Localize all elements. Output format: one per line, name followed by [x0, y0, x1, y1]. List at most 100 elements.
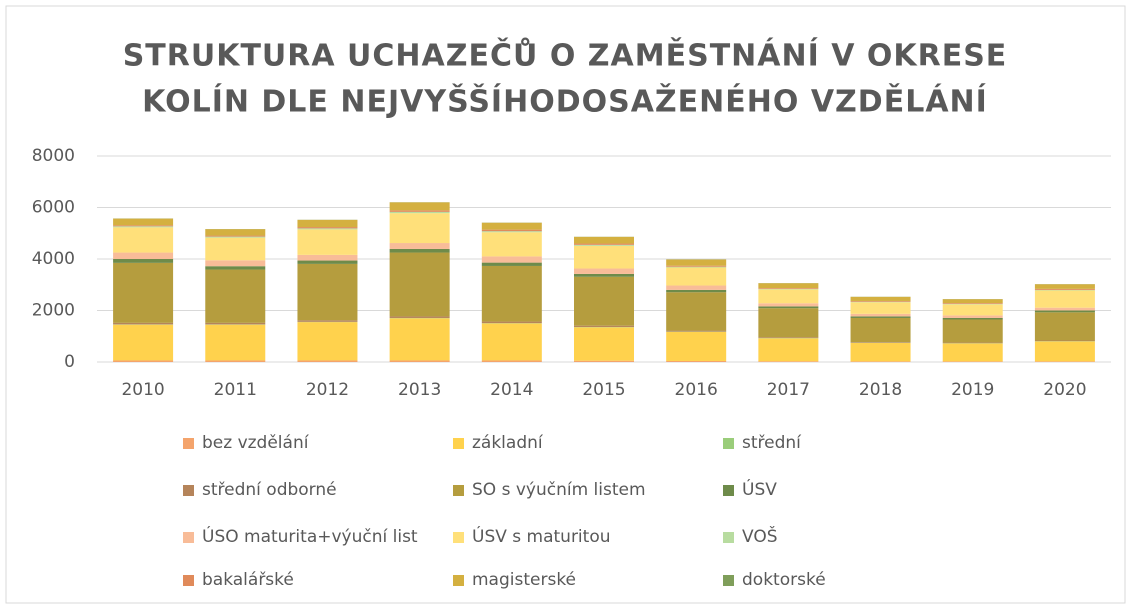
- bar-segment: [574, 276, 634, 326]
- bar-segment: [758, 288, 819, 290]
- legend-swatch: [453, 485, 464, 496]
- bar-segment: [481, 321, 542, 324]
- bar-segment: [205, 235, 266, 237]
- bar-segment: [850, 361, 911, 362]
- bar-segment: [113, 218, 174, 226]
- legend-swatch: [723, 438, 734, 449]
- legend-swatch: [723, 575, 734, 586]
- y-tick-label: 8000: [32, 146, 75, 166]
- legend-label: doktorské: [742, 570, 826, 590]
- bar-segment: [666, 331, 727, 361]
- bar-segment: [297, 229, 358, 255]
- bar-segment: [574, 243, 634, 245]
- bar-segment: [758, 283, 819, 289]
- legend-swatch: [183, 438, 194, 449]
- bar-segment: [850, 317, 911, 343]
- legend-label: základní: [472, 433, 544, 453]
- chart-title: STRUKTURA UCHAZEČŮ O ZAMĚSTNÁNÍ V OKRESE: [123, 37, 1008, 74]
- bar-segment: [942, 299, 1003, 304]
- chart-title: KOLÍN DLE NEJVYŠŠÍHODOSAŽENÉHO VZDĚLÁNÍ: [142, 83, 988, 120]
- legend-swatch: [723, 485, 734, 496]
- bar-segment: [758, 303, 819, 307]
- legend-label: ÚSV s maturitou: [472, 525, 611, 547]
- bar-segment: [297, 227, 358, 229]
- bar-segment: [574, 245, 634, 269]
- bar-segment: [666, 267, 727, 286]
- bar-segment: [574, 273, 634, 277]
- y-tick-label: 2000: [32, 301, 75, 321]
- bar-segment: [389, 248, 450, 253]
- y-tick-label: 6000: [32, 198, 75, 218]
- x-tick-label: 2013: [398, 380, 441, 400]
- bar-segment: [666, 266, 727, 268]
- bar-segment: [666, 360, 727, 362]
- bar-segment: [205, 324, 266, 361]
- bar-segment: [850, 313, 911, 317]
- bar-segment: [758, 308, 819, 338]
- bar-segment: [1034, 288, 1095, 290]
- bar-segment: [389, 316, 450, 318]
- bar-segment: [389, 252, 450, 317]
- x-tick-label: 2014: [490, 380, 533, 400]
- bar-segment: [758, 361, 819, 362]
- bar-segment: [850, 301, 911, 303]
- bar-segment: [297, 219, 358, 228]
- bar-segment: [758, 337, 819, 339]
- bar-segment: [574, 268, 634, 274]
- bar-segment: [1034, 340, 1095, 342]
- bar-segment: [666, 285, 727, 290]
- bar-segment: [666, 292, 727, 331]
- bar-segment: [942, 317, 1003, 320]
- bar-segment: [758, 306, 819, 309]
- y-tick-label: 0: [64, 352, 75, 372]
- bar-segment: [389, 210, 450, 212]
- bar-segment: [389, 211, 450, 214]
- bar-segment: [205, 269, 266, 323]
- bar-segment: [481, 222, 542, 230]
- bar-segment: [389, 213, 450, 244]
- x-tick-label: 2018: [859, 380, 902, 400]
- legend-swatch: [183, 485, 194, 496]
- bar-segment: [113, 259, 174, 263]
- bar-segment: [205, 260, 266, 267]
- bar-segment: [205, 266, 266, 270]
- bar-segment: [574, 236, 634, 244]
- bar-segment: [942, 361, 1003, 362]
- bar-segment: [850, 342, 911, 362]
- bar-segment: [574, 327, 634, 361]
- bar-segment: [113, 324, 174, 361]
- bar-segment: [113, 225, 174, 227]
- legend-label: ÚSO maturita+výuční list: [202, 525, 418, 547]
- bar-segment: [574, 360, 634, 362]
- bar-segment: [850, 302, 911, 314]
- bar-segment: [666, 265, 727, 267]
- bar-segment: [113, 226, 174, 228]
- legend-swatch: [453, 438, 464, 449]
- bar-segment: [574, 325, 634, 327]
- bar-segment: [113, 227, 174, 253]
- bar-segment: [205, 360, 266, 362]
- bar-segment: [942, 319, 1003, 343]
- bar-segment: [850, 296, 911, 301]
- x-tick-label: 2017: [767, 380, 810, 400]
- bar-segment: [205, 237, 266, 261]
- bar-segment: [758, 289, 819, 304]
- x-tick-label: 2020: [1043, 380, 1086, 400]
- bar-segment: [942, 304, 1003, 316]
- legend-label: střední: [742, 433, 802, 453]
- bar-segment: [297, 260, 358, 264]
- bar-segment: [205, 229, 266, 236]
- bar-segment: [1034, 284, 1095, 289]
- bar-segment: [666, 330, 727, 332]
- legend-label: bez vzdělání: [202, 433, 310, 453]
- bar-segment: [481, 323, 542, 361]
- bar-segment: [389, 318, 450, 361]
- bar-segment: [666, 259, 727, 266]
- bar-segment: [1034, 289, 1095, 291]
- bar-segment: [113, 262, 174, 323]
- legend-label: ÚSV: [742, 478, 777, 500]
- bar-segment: [481, 262, 542, 266]
- x-tick-label: 2015: [582, 380, 625, 400]
- bar-segment: [942, 303, 1003, 305]
- bar-segment: [297, 228, 358, 230]
